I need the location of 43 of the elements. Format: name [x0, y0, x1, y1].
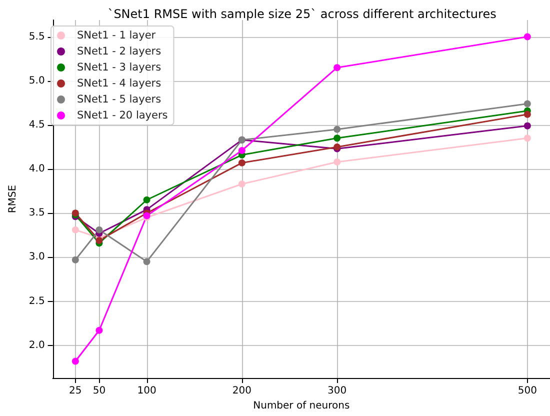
point: [72, 226, 79, 234]
point: [524, 122, 531, 130]
point: [524, 100, 531, 108]
legend-label: SNet1 - 1 layer: [77, 30, 156, 42]
point: [334, 158, 341, 166]
y-tick-label: 4.5: [28, 119, 45, 130]
chart-title: `SNet1 RMSE with sample size 25` across different architectures: [108, 7, 496, 21]
point: [238, 180, 246, 188]
point: [72, 358, 79, 365]
point: [524, 134, 531, 142]
x-tick-label: 50: [92, 386, 106, 396]
x-tick-label: 25: [69, 386, 82, 396]
point: [524, 33, 531, 40]
x-tick-label: 200: [232, 386, 252, 396]
x-tick-label: 100: [137, 386, 156, 396]
point: [524, 110, 531, 118]
point: [334, 64, 341, 72]
legend-label: SNet1 - 5 layers: [77, 94, 162, 106]
point: [72, 256, 79, 264]
legend-label: SNet1 - 3 layers: [77, 62, 162, 74]
y-tick-label: 3.0: [28, 252, 45, 263]
point: [238, 159, 246, 166]
point: [334, 134, 341, 142]
y-tick-label: 5.5: [28, 31, 45, 42]
legend-label: SNet1 - 4 layers: [77, 78, 162, 90]
point: [238, 147, 246, 154]
point: [334, 126, 341, 133]
legend-label: SNet1 - 2 layers: [77, 46, 162, 58]
y-tick-label: 2.5: [28, 296, 45, 307]
y-axis-title: RMSE: [8, 184, 18, 214]
point: [96, 326, 103, 334]
y-tick-label: 5.0: [28, 75, 45, 86]
point: [96, 236, 103, 244]
x-axis-title: Number of neurons: [253, 400, 350, 412]
y-tick-label: 2.0: [28, 340, 45, 351]
x-tick-label: 300: [328, 386, 347, 396]
legend-label: SNet1 - 20 layers: [77, 110, 168, 122]
x-tick-label: 500: [518, 386, 537, 396]
point: [143, 196, 150, 204]
y-tick-label: 4.0: [28, 164, 45, 175]
point: [143, 258, 150, 266]
y-tick-label: 3.5: [28, 208, 45, 219]
point: [96, 226, 103, 234]
